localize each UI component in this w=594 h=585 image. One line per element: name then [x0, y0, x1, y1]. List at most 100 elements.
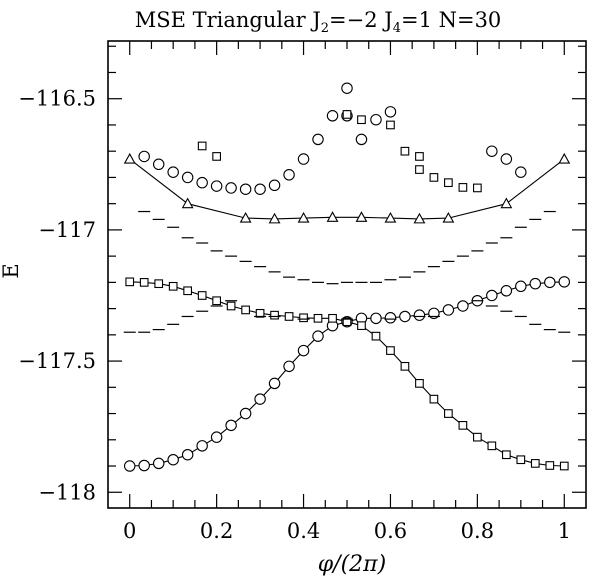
square-marker	[400, 146, 410, 156]
circle-marker	[399, 310, 411, 323]
circle-marker	[254, 183, 266, 195]
square-marker	[270, 310, 279, 320]
square-marker	[342, 317, 352, 327]
circle-marker	[283, 169, 295, 181]
square-marker	[559, 461, 569, 471]
square-marker	[386, 120, 395, 130]
triangle-marker	[268, 212, 281, 224]
y-tick-label: −117	[38, 218, 96, 242]
data-markers	[123, 82, 571, 472]
square-marker	[400, 361, 410, 371]
square-marker	[444, 409, 453, 418]
square-marker	[212, 296, 221, 306]
triangle-marker	[500, 197, 513, 209]
square-marker	[429, 173, 439, 182]
square-marker	[212, 152, 221, 161]
square-marker	[473, 432, 482, 442]
circle-marker	[312, 330, 324, 342]
circle-marker	[138, 459, 150, 472]
y-axis-label: E	[0, 263, 23, 278]
circle-marker	[558, 276, 571, 288]
square-marker	[154, 279, 164, 289]
circle-marker	[500, 285, 513, 297]
square-marker	[530, 459, 540, 468]
square-marker	[386, 346, 395, 355]
circle-marker	[370, 312, 382, 325]
circle-marker	[210, 431, 223, 443]
square-marker	[255, 308, 265, 318]
square-marker	[545, 461, 555, 470]
square-marker	[328, 313, 337, 323]
circle-marker	[254, 393, 266, 405]
square-series-line	[129, 281, 565, 467]
circle-marker	[283, 360, 295, 373]
circle-marker	[370, 113, 382, 126]
square-marker	[342, 110, 352, 119]
circle-marker	[297, 153, 310, 165]
circle-marker	[297, 344, 310, 357]
square-marker	[226, 301, 236, 311]
circle-marker	[442, 304, 455, 316]
y-tick-labels: −116.5 −117 −117.5 −118	[18, 87, 96, 505]
square-marker	[313, 313, 323, 323]
triangle-marker	[413, 212, 426, 224]
square-marker	[501, 450, 511, 460]
triangle-marker	[123, 152, 136, 164]
circle-marker	[123, 460, 136, 472]
triangle-series-line	[129, 158, 565, 220]
triangle-marker	[442, 211, 455, 223]
square-marker	[415, 152, 424, 161]
triangle-marker	[239, 211, 252, 223]
circle-marker	[196, 440, 208, 452]
circle-marker	[138, 150, 150, 163]
x-tick-label: 0.2	[200, 519, 233, 543]
x-axis-label: φ/(2π)	[318, 552, 386, 577]
square-marker	[284, 312, 294, 321]
circle-marker	[225, 419, 237, 432]
x-tick-label: 0.4	[287, 519, 320, 543]
circle-marker	[268, 179, 281, 192]
triangle-marker	[297, 211, 310, 223]
x-tick-labels: 0 0.2 0.4 0.6 0.8 1	[123, 519, 571, 543]
square-marker	[458, 183, 468, 192]
circle-marker	[341, 82, 353, 94]
circle-marker	[167, 166, 179, 178]
triangle-marker	[326, 211, 339, 222]
series-lines	[129, 158, 565, 467]
y-tick-label: −116.5	[18, 87, 96, 111]
square-marker	[444, 178, 453, 188]
plot-area	[107, 40, 587, 509]
circle-marker	[312, 133, 324, 146]
circle-marker	[196, 176, 208, 189]
circle-marker	[326, 110, 339, 122]
square-marker	[183, 286, 193, 296]
circle-marker	[515, 166, 527, 178]
circle-marker	[515, 280, 527, 293]
circle-marker	[486, 145, 498, 157]
circle-marker	[239, 183, 252, 195]
y-tick-label: −118	[38, 480, 96, 504]
x-tick-label: 0.6	[374, 519, 407, 543]
circle-marker	[239, 407, 252, 420]
square-marker	[458, 421, 468, 430]
circle-marker	[210, 180, 223, 192]
square-marker	[415, 379, 424, 388]
circle-marker	[181, 171, 194, 184]
square-marker	[516, 455, 526, 465]
circle-marker	[152, 457, 165, 470]
circle-marker	[457, 300, 469, 312]
circle-marker	[225, 182, 237, 194]
x-tick-label: 0	[123, 519, 136, 543]
circle-marker	[384, 106, 397, 118]
circle-marker	[500, 153, 513, 165]
triangle-marker	[384, 211, 397, 223]
circle-marker	[384, 312, 397, 324]
chart-title: MSE Triangular J2=−2 J4=1 N=30	[135, 8, 502, 36]
square-marker	[168, 281, 178, 291]
square-marker	[197, 291, 207, 300]
triangle-marker	[355, 211, 368, 222]
circle-marker	[544, 276, 556, 289]
circle-marker	[268, 377, 281, 390]
square-marker	[429, 394, 439, 404]
circle-marker	[152, 158, 165, 171]
